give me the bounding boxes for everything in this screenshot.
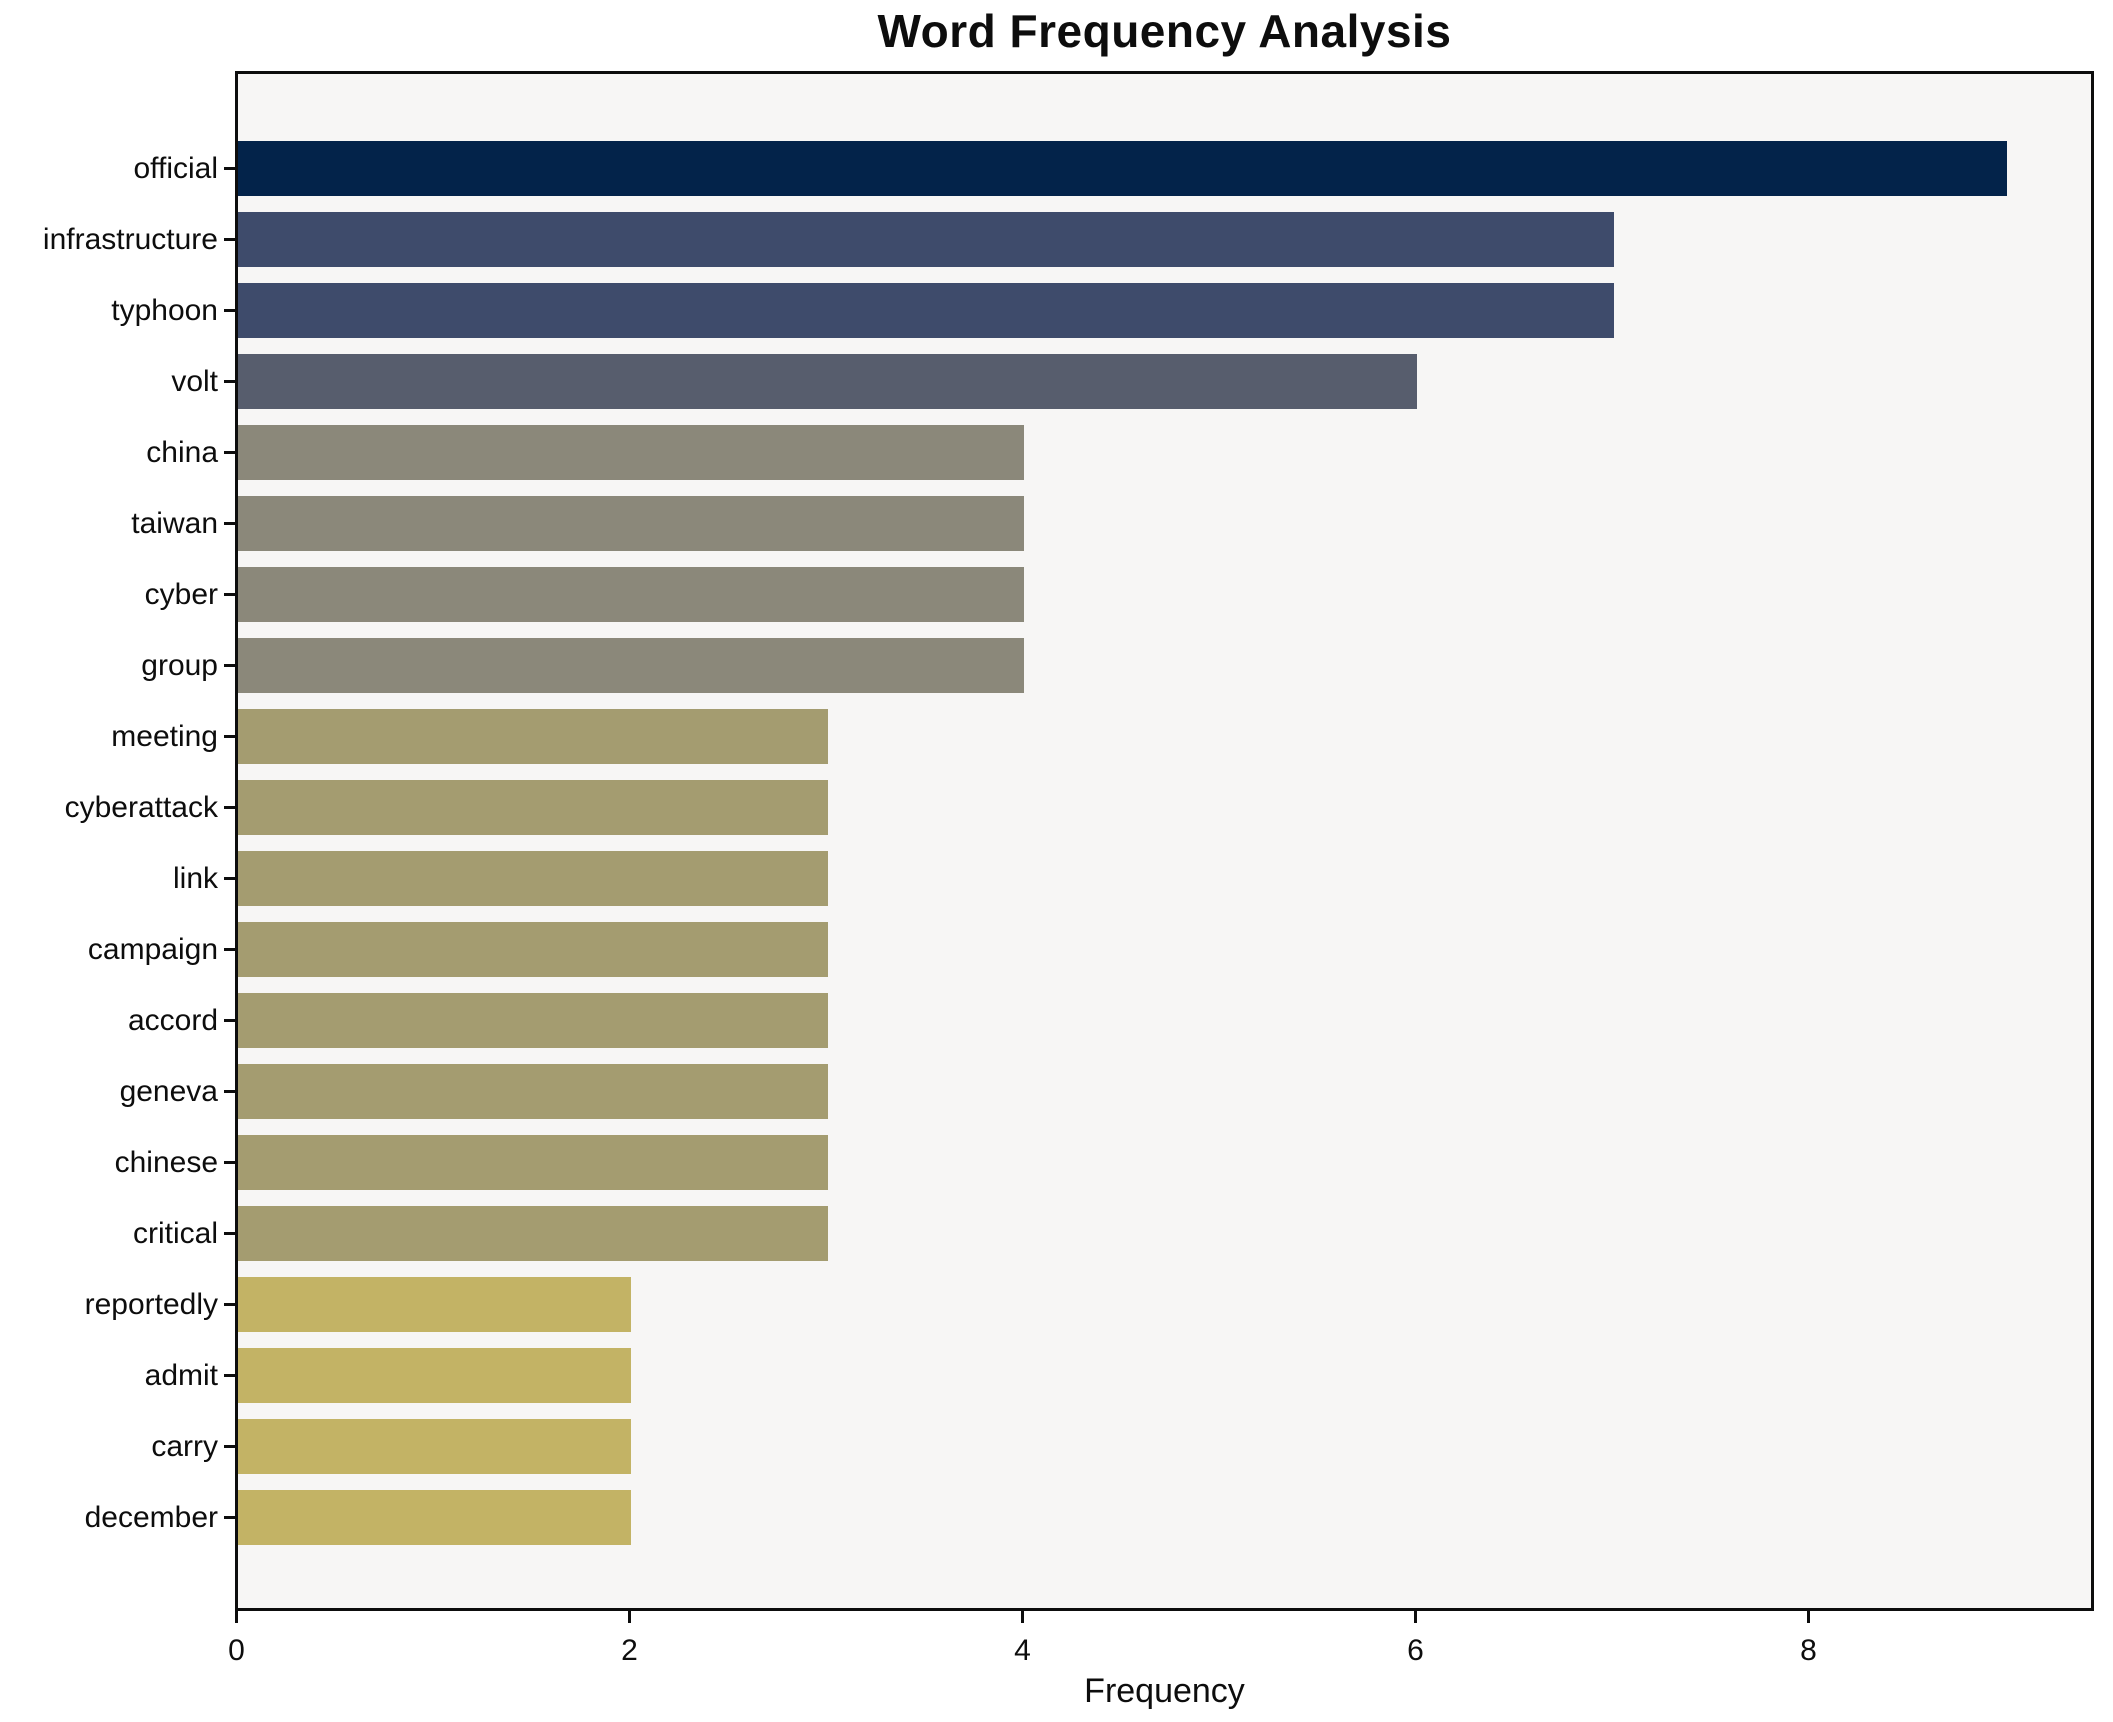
x-tick	[235, 1611, 238, 1623]
category-label-chinese: chinese	[114, 1145, 218, 1179]
category-label-cyber: cyber	[144, 577, 218, 611]
y-tick	[224, 451, 235, 454]
y-tick	[224, 1303, 235, 1306]
category-label-infrastructure: infrastructure	[42, 222, 218, 256]
x-tick-label: 6	[1407, 1634, 1424, 1667]
bar-typhoon	[238, 283, 1614, 338]
x-tick-label: 2	[621, 1634, 638, 1667]
category-label-typhoon: typhoon	[111, 293, 218, 327]
bar-infrastructure	[238, 212, 1614, 267]
y-tick	[224, 522, 235, 525]
category-label-admit: admit	[144, 1358, 218, 1392]
y-tick	[224, 238, 235, 241]
bar-chinese	[238, 1135, 828, 1190]
bar-official	[238, 141, 2007, 196]
category-label-critical: critical	[132, 1216, 218, 1250]
bar-link	[238, 851, 828, 906]
category-label-china: china	[146, 435, 218, 469]
plot-area	[235, 71, 2094, 1611]
category-label-link: link	[172, 861, 218, 895]
bar-geneva	[238, 1064, 828, 1119]
x-tick-label: 4	[1014, 1634, 1031, 1667]
category-label-volt: volt	[171, 364, 218, 398]
category-label-group: group	[141, 648, 218, 682]
category-label-cyberattack: cyberattack	[64, 790, 218, 824]
y-tick	[224, 735, 235, 738]
bar-campaign	[238, 922, 828, 977]
y-tick	[224, 1090, 235, 1093]
x-tick	[628, 1611, 631, 1623]
y-tick	[224, 1232, 235, 1235]
category-label-official: official	[133, 151, 219, 185]
x-tick-label: 0	[228, 1634, 245, 1667]
category-label-meeting: meeting	[111, 719, 218, 753]
bar-critical	[238, 1206, 828, 1261]
y-tick	[224, 380, 235, 383]
bar-group	[238, 638, 1024, 693]
y-tick	[224, 593, 235, 596]
bar-taiwan	[238, 496, 1024, 551]
y-tick	[224, 664, 235, 667]
bar-accord	[238, 993, 828, 1048]
category-label-taiwan: taiwan	[131, 506, 218, 540]
y-tick	[224, 309, 235, 312]
bar-cyberattack	[238, 780, 828, 835]
bar-december	[238, 1490, 631, 1545]
x-tick	[1807, 1611, 1810, 1623]
y-tick	[224, 1516, 235, 1519]
x-tick	[1414, 1611, 1417, 1623]
y-tick	[224, 877, 235, 880]
x-axis-label: Frequency	[1084, 1672, 1245, 1710]
chart-title: Word Frequency Analysis	[877, 5, 1452, 57]
x-tick-label: 8	[1800, 1634, 1817, 1667]
bar-cyber	[238, 567, 1024, 622]
bar-reportedly	[238, 1277, 631, 1332]
y-tick	[224, 1374, 235, 1377]
bar-meeting	[238, 709, 828, 764]
category-label-campaign: campaign	[87, 932, 218, 966]
bar-carry	[238, 1419, 631, 1474]
bar-china	[238, 425, 1024, 480]
category-label-accord: accord	[127, 1003, 218, 1037]
y-tick	[224, 167, 235, 170]
y-tick	[224, 1019, 235, 1022]
category-label-reportedly: reportedly	[84, 1287, 218, 1321]
bar-volt	[238, 354, 1417, 409]
category-label-december: december	[84, 1500, 218, 1534]
y-tick	[224, 1445, 235, 1448]
y-tick	[224, 1161, 235, 1164]
bar-admit	[238, 1348, 631, 1403]
y-tick	[224, 948, 235, 951]
y-tick	[224, 806, 235, 809]
category-label-geneva: geneva	[119, 1074, 218, 1108]
x-tick	[1021, 1611, 1024, 1623]
category-label-carry: carry	[151, 1429, 218, 1463]
